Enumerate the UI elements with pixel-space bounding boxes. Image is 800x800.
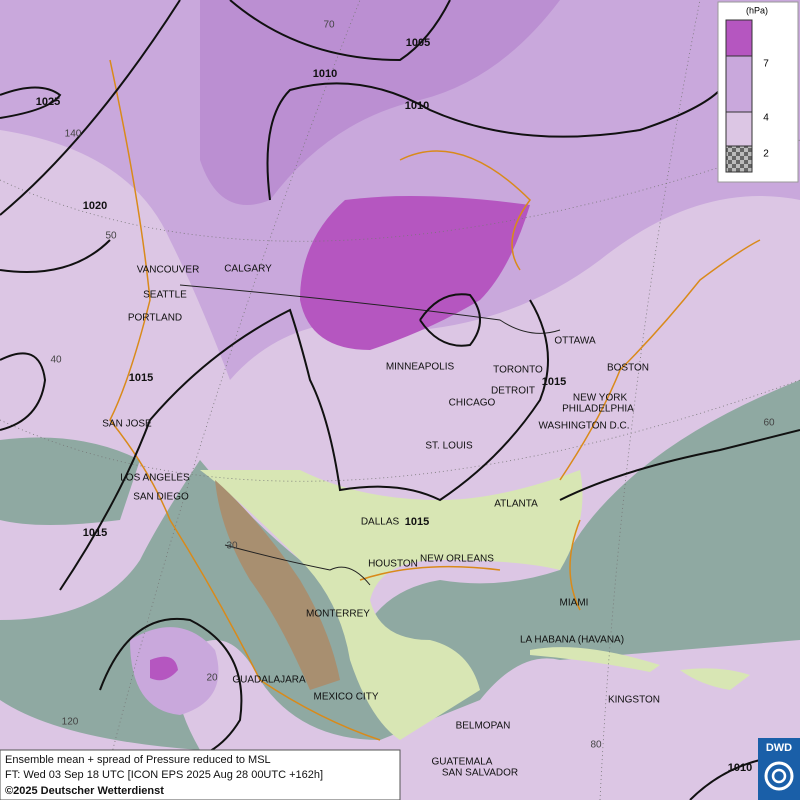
logo-text: DWD [766, 742, 792, 754]
city-label: LA HABANA (HAVANA) [520, 635, 624, 646]
legend-unit: (hPa) [746, 5, 768, 15]
city-label: HOUSTON [368, 559, 418, 570]
caption-line: FT: Wed 03 Sep 18 UTC [ICON EPS 2025 Aug… [5, 769, 323, 781]
coastline [109, 59, 761, 741]
legend-swatch [725, 55, 753, 113]
spread-medium [200, 0, 560, 205]
legend-swatch [725, 19, 753, 57]
isobar-label: 1010 [728, 762, 752, 774]
city-label: KINGSTON [608, 695, 660, 706]
logo-swirl [764, 761, 794, 791]
city-label: BELMOPAN [456, 721, 511, 732]
isobar-label: 1005 [406, 37, 430, 49]
spread-high [300, 196, 530, 350]
isobar-label: 1010 [405, 100, 429, 112]
logo-swirl [771, 768, 787, 784]
city-label: MIAMI [560, 598, 589, 609]
city-label: SEATTLE [143, 290, 187, 301]
city-label: OTTAWA [554, 336, 596, 347]
graticule-label: 50 [105, 231, 117, 242]
city-label: DALLAS [361, 517, 400, 528]
legend-swatch [725, 145, 753, 173]
isobar-label: 1015 [405, 516, 429, 528]
city-label: SAN SALVADOR [442, 768, 518, 779]
city-label: MEXICO CITY [313, 692, 378, 703]
city-label: DETROIT [491, 386, 535, 397]
graticule-label: 20 [206, 673, 218, 684]
logo: DWD [758, 738, 800, 800]
city-label: CHICAGO [449, 398, 496, 409]
isobar-label: 1015 [129, 372, 153, 384]
city-label: NEW YORK [573, 393, 628, 404]
isobar-label: 1025 [36, 96, 60, 108]
city-label: CALGARY [224, 264, 272, 275]
isobar-label: 1020 [83, 200, 107, 212]
city-label: LOS ANGELES [120, 473, 190, 484]
islands [530, 647, 750, 690]
city-label: ST. LOUIS [425, 441, 473, 452]
city-label: MINNEAPOLIS [386, 362, 455, 373]
city-label: BOSTON [607, 363, 649, 374]
legend-swatch [725, 111, 753, 147]
legend-label: 4 [763, 113, 769, 124]
city-label: GUATEMALA [432, 757, 493, 768]
isobar-label: 1015 [542, 376, 566, 388]
land-mountains [215, 480, 340, 690]
city-label: PORTLAND [128, 313, 182, 324]
city-label: WASHINGTON D.C. [538, 421, 629, 432]
spread-high [150, 656, 178, 681]
graticule-label: 60 [763, 418, 775, 429]
city-label: SAN JOSE [102, 419, 152, 430]
legend: (hPa) 7 4 2 [717, 1, 799, 183]
graticule-label: 40 [50, 355, 62, 366]
city-label: NEW ORLEANS [420, 554, 494, 565]
graticule-label: 120 [62, 717, 79, 728]
city-label: ATLANTA [494, 499, 538, 510]
legend-label: 2 [763, 149, 769, 160]
caption-line: ©2025 Deutscher Wetterdienst [5, 785, 164, 797]
ocean [0, 380, 800, 750]
caption-line: Ensemble mean + spread of Pressure reduc… [5, 754, 271, 766]
land-terrain [200, 470, 583, 740]
caption-box [0, 749, 401, 800]
city-label: MONTERREY [306, 609, 370, 620]
city-label: SAN DIEGO [133, 492, 189, 503]
city-label: TORONTO [493, 365, 543, 376]
graticule-label: 30 [226, 541, 238, 552]
country-border [179, 284, 561, 586]
ocean [0, 437, 140, 525]
graticule-label: 140 [65, 129, 82, 140]
graticule-label: 80 [590, 740, 602, 751]
city-label: GUADALAJARA [232, 675, 306, 686]
graticule-label: 70 [323, 20, 335, 31]
city-label: PHILADELPHIA [562, 404, 634, 415]
legend-label: 7 [763, 59, 769, 70]
caption: Ensemble mean + spread of Pressure reduc… [0, 749, 401, 800]
isobar-label: 1010 [313, 68, 337, 80]
city-label: VANCOUVER [137, 265, 200, 276]
isobar-label: 1015 [83, 527, 107, 539]
